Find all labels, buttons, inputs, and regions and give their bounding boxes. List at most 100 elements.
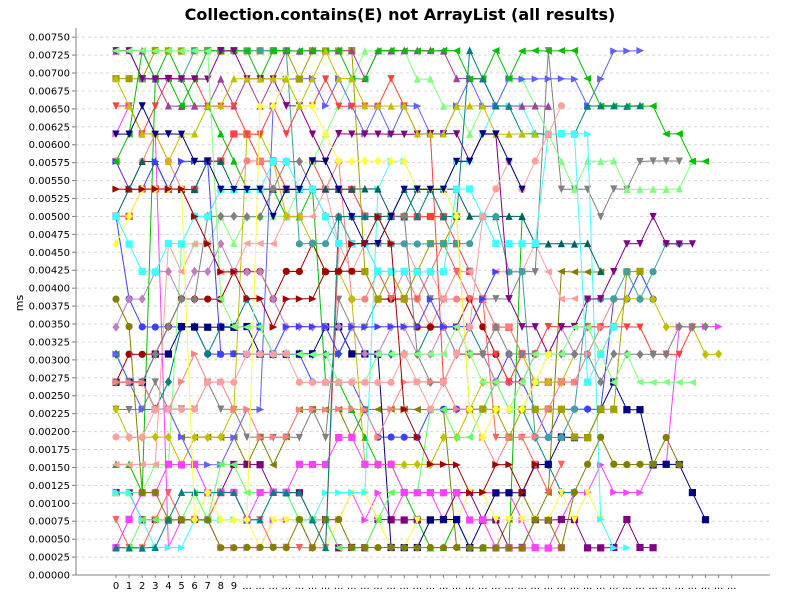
data-point	[518, 378, 526, 386]
data-point	[112, 488, 121, 496]
data-point	[387, 75, 395, 83]
data-point	[125, 75, 133, 83]
data-point	[583, 268, 592, 276]
data-point	[570, 378, 579, 386]
data-point	[636, 240, 644, 248]
data-point	[492, 515, 500, 524]
data-point	[478, 378, 487, 386]
data-point	[295, 433, 303, 442]
data-point	[400, 47, 408, 55]
data-point	[544, 433, 552, 442]
data-point	[125, 185, 134, 193]
data-point	[138, 433, 146, 441]
x-tick-label: ...	[426, 581, 436, 592]
data-point	[466, 212, 474, 220]
x-tick-label: ...	[465, 581, 475, 592]
data-point	[282, 544, 290, 552]
y-tick-label: 0.00275	[29, 373, 70, 384]
y-tick-label: 0.00725	[29, 51, 70, 62]
data-point	[505, 157, 513, 166]
data-point	[164, 543, 173, 552]
data-point	[348, 267, 356, 275]
data-point	[623, 294, 631, 304]
data-point	[557, 75, 566, 83]
data-point	[400, 516, 408, 524]
data-point	[373, 405, 382, 413]
data-point	[151, 516, 159, 524]
data-point	[243, 157, 251, 165]
data-point	[531, 350, 539, 358]
data-point	[649, 378, 657, 387]
data-point	[334, 544, 343, 552]
data-point	[374, 184, 382, 193]
x-tick-label: 9	[231, 581, 237, 592]
data-point	[623, 406, 631, 414]
data-point	[439, 46, 448, 55]
data-point	[125, 101, 133, 110]
data-point	[151, 323, 159, 331]
data-point	[387, 240, 396, 248]
data-point	[439, 515, 448, 524]
x-tick-label: 2	[139, 581, 145, 592]
data-point	[662, 185, 670, 194]
data-point	[230, 185, 238, 194]
data-point	[544, 322, 552, 331]
data-point	[269, 350, 277, 358]
x-tick-label: ...	[255, 581, 265, 592]
data-point	[361, 46, 369, 55]
y-tick-label: 0.00575	[29, 158, 70, 169]
x-tick-label: 4	[165, 581, 171, 592]
data-point	[322, 46, 330, 55]
data-point	[335, 212, 343, 221]
data-point	[138, 515, 146, 524]
data-point	[230, 350, 238, 358]
data-point	[518, 212, 526, 221]
data-point	[191, 212, 199, 221]
data-point	[164, 266, 172, 277]
data-point	[531, 460, 540, 468]
data-point	[531, 239, 539, 247]
data-point	[151, 268, 159, 276]
data-point	[453, 515, 461, 524]
y-tick-label: 0.00700	[29, 69, 70, 80]
x-tick-label: ...	[478, 581, 488, 592]
data-point	[570, 294, 579, 303]
data-point	[505, 544, 513, 552]
data-point	[374, 489, 383, 497]
data-point	[138, 102, 146, 110]
data-point	[597, 377, 605, 387]
data-point	[334, 47, 343, 55]
x-tick-label: ...	[439, 581, 449, 592]
data-point	[151, 378, 159, 387]
data-point	[492, 101, 500, 110]
data-point	[138, 185, 147, 193]
data-point	[204, 349, 212, 359]
data-point	[269, 488, 277, 496]
data-point	[282, 102, 290, 110]
data-point	[492, 212, 500, 221]
data-point	[295, 185, 303, 194]
data-point	[610, 267, 618, 276]
y-tick-label: 0.00675	[29, 86, 70, 97]
data-point	[348, 488, 356, 497]
data-point	[269, 74, 277, 83]
data-point	[387, 102, 395, 110]
data-point	[413, 295, 421, 304]
data-point	[518, 404, 526, 414]
data-point	[177, 488, 186, 496]
data-point	[217, 47, 225, 55]
data-point	[544, 488, 552, 497]
data-point	[177, 75, 186, 84]
data-point	[295, 267, 303, 276]
data-point	[466, 404, 474, 414]
data-point	[701, 349, 710, 360]
data-point	[151, 157, 160, 166]
data-point	[322, 543, 330, 552]
data-point	[465, 433, 474, 441]
data-point	[151, 349, 159, 359]
data-point	[505, 378, 513, 386]
data-point	[570, 433, 579, 441]
data-point	[295, 75, 303, 83]
data-point	[426, 378, 435, 386]
